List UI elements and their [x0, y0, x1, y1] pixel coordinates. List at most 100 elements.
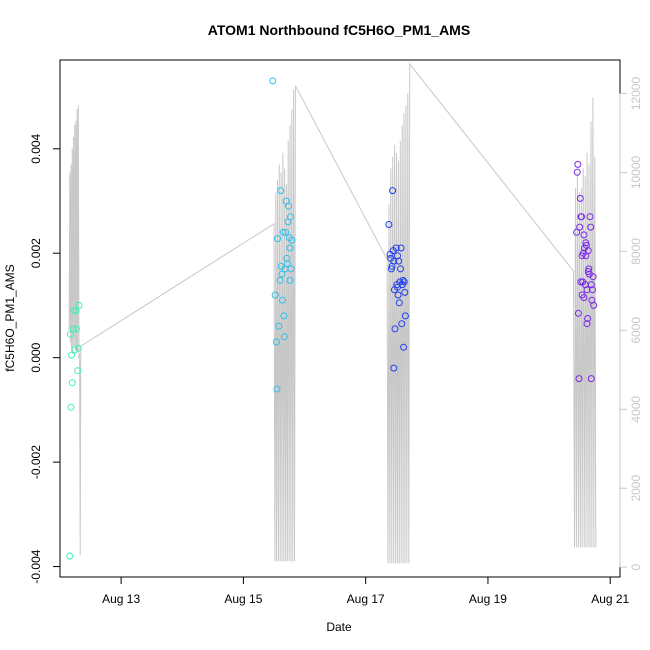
- altitude-trace-line: [68, 62, 597, 564]
- data-point: [398, 320, 406, 328]
- altitude-trace-layer: [68, 62, 597, 564]
- data-point: [394, 291, 402, 299]
- y-tick-label: -0.004: [29, 549, 43, 583]
- x-axis-label: Date: [326, 620, 352, 634]
- plot-area: [59, 59, 621, 578]
- data-point: [272, 338, 280, 346]
- data-point: [395, 257, 403, 265]
- data-point: [574, 160, 582, 168]
- data-point: [72, 307, 80, 315]
- data-point: [68, 379, 76, 387]
- data-point: [74, 344, 82, 352]
- data-point: [582, 252, 590, 260]
- data-point: [587, 281, 595, 289]
- data-point: [585, 265, 593, 273]
- data-point: [287, 213, 294, 221]
- data-point: [394, 252, 401, 260]
- chart-title: ATOM1 Northbound fC5H6O_PM1_AMS: [208, 22, 470, 38]
- data-point: [285, 202, 293, 210]
- data-point: [278, 270, 286, 278]
- data-point: [69, 325, 77, 333]
- x-axis: Aug 13 Aug 15 Aug 17 Aug 19 Aug 21: [102, 576, 630, 606]
- data-point: [286, 244, 294, 252]
- data-point: [401, 312, 409, 320]
- y2-axis: 0 2000 4000 6000 8000 10000 12000: [619, 77, 643, 570]
- x-tick-label: Aug 21: [591, 592, 629, 606]
- x-tick-label: Aug 17: [347, 592, 385, 606]
- data-point: [401, 288, 409, 296]
- y2-tick-label: 8000: [629, 238, 643, 265]
- data-point: [67, 403, 75, 411]
- data-point: [574, 309, 582, 317]
- x-tick-label: Aug 15: [224, 592, 262, 606]
- data-point: [280, 333, 288, 341]
- data-point: [283, 254, 291, 262]
- data-point: [395, 299, 403, 307]
- data-point: [397, 265, 404, 273]
- data-point: [575, 375, 583, 383]
- y2-tick-label: 0: [629, 563, 643, 570]
- y2-tick-label: 6000: [629, 317, 643, 344]
- data-point: [577, 278, 585, 286]
- data-point: [279, 296, 286, 304]
- data-point: [282, 228, 290, 236]
- x-tick-label: Aug 19: [469, 592, 507, 606]
- data-point: [283, 260, 291, 268]
- data-point: [580, 231, 588, 239]
- y-axis: -0.004 -0.002 0.000 0.002 0.004: [29, 133, 61, 584]
- data-point: [269, 77, 277, 85]
- y-tick-label: 0.000: [29, 342, 43, 372]
- data-point: [271, 291, 279, 299]
- data-point: [279, 228, 287, 236]
- data-point: [400, 343, 408, 351]
- data-point: [578, 213, 585, 221]
- data-point: [587, 375, 595, 383]
- y-axis-label: fC5H6O_PM1_AMS: [3, 264, 17, 371]
- data-point: [389, 187, 397, 195]
- data-point: [399, 276, 407, 284]
- data-point: [73, 325, 80, 333]
- data-point: [286, 276, 294, 284]
- y-tick-label: 0.004: [29, 133, 43, 163]
- series-1: [66, 301, 83, 560]
- data-point: [576, 223, 584, 231]
- data-point: [587, 223, 595, 231]
- data-point: [66, 552, 74, 560]
- data-point: [589, 286, 596, 294]
- y2-tick-label: 12000: [629, 77, 643, 111]
- data-point: [387, 254, 395, 262]
- data-point: [71, 346, 79, 354]
- data-point: [280, 312, 288, 320]
- data-point: [75, 301, 83, 309]
- data-point: [273, 385, 281, 393]
- data-point: [392, 244, 400, 252]
- data-point: [589, 273, 597, 281]
- data-point: [275, 322, 283, 330]
- data-point: [274, 235, 282, 243]
- series-4: [573, 160, 598, 383]
- data-point: [385, 221, 393, 228]
- y2-tick-label: 4000: [629, 396, 643, 423]
- data-point: [573, 228, 581, 236]
- data-point: [397, 244, 405, 252]
- x-tick-label: Aug 13: [102, 592, 140, 606]
- data-point: [276, 276, 284, 284]
- data-point: [584, 268, 592, 275]
- data-point: [573, 168, 581, 176]
- series-3: [385, 187, 409, 372]
- data-point: [387, 265, 395, 273]
- y-tick-label: -0.002: [29, 445, 43, 479]
- y2-tick-label: 10000: [629, 155, 643, 189]
- data-point: [390, 364, 398, 372]
- data-point: [391, 325, 399, 333]
- data-point: [583, 320, 591, 328]
- plot-frame: [59, 59, 621, 578]
- data-point: [576, 194, 584, 202]
- data-point: [578, 291, 586, 299]
- data-point: [582, 239, 590, 247]
- y2-tick-label: 2000: [629, 475, 643, 502]
- data-point: [68, 351, 76, 359]
- series-layer: [66, 77, 598, 560]
- data-point: [584, 315, 592, 322]
